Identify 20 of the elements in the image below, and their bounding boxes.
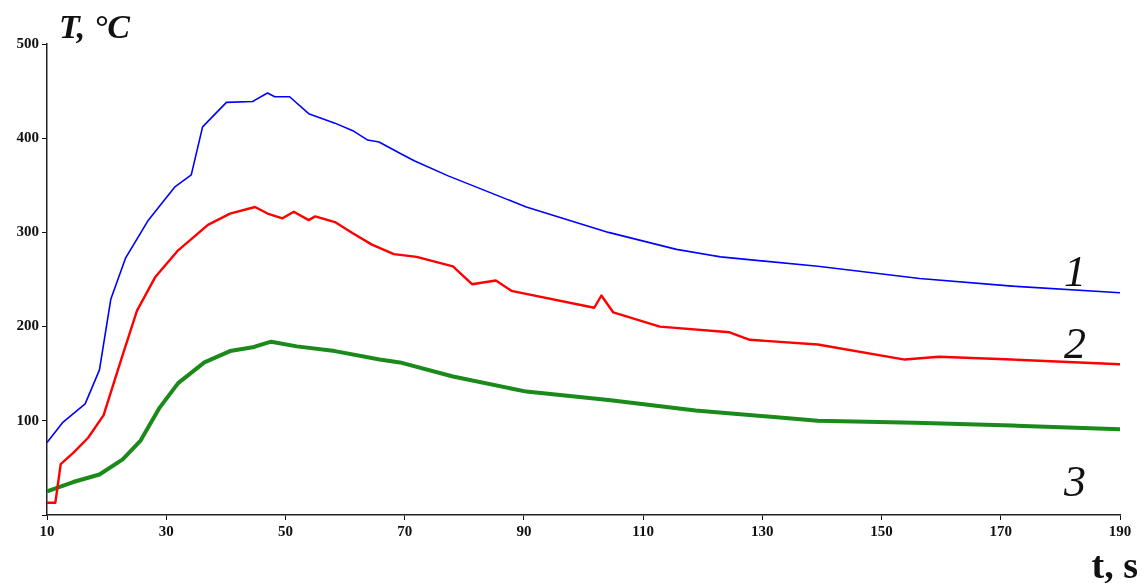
x-axis-title: t, s bbox=[1091, 544, 1138, 583]
y-tick-label: 100 bbox=[16, 411, 39, 428]
x-tick-label: 130 bbox=[751, 522, 774, 539]
x-tick-label: 50 bbox=[277, 522, 293, 539]
series-label: 3 bbox=[1063, 456, 1086, 506]
x-tick-label: 170 bbox=[989, 522, 1013, 539]
x-tick-label: 150 bbox=[870, 522, 893, 539]
y-tick-label: 500 bbox=[16, 34, 39, 51]
y-tick-label: 400 bbox=[16, 129, 39, 146]
x-tick-label: 190 bbox=[1108, 522, 1132, 539]
x-tick-label: 90 bbox=[516, 522, 532, 539]
series-label: 1 bbox=[1064, 247, 1086, 297]
x-tick-label: 30 bbox=[158, 522, 174, 539]
x-tick-label: 70 bbox=[397, 522, 413, 539]
x-tick-label: 110 bbox=[632, 522, 654, 539]
y-axis-title: T, °C bbox=[59, 8, 131, 45]
y-tick-label: 200 bbox=[16, 317, 39, 334]
y-tick-label: 300 bbox=[16, 223, 39, 240]
x-tick-label: 10 bbox=[39, 522, 55, 539]
series-label: 2 bbox=[1064, 318, 1086, 368]
